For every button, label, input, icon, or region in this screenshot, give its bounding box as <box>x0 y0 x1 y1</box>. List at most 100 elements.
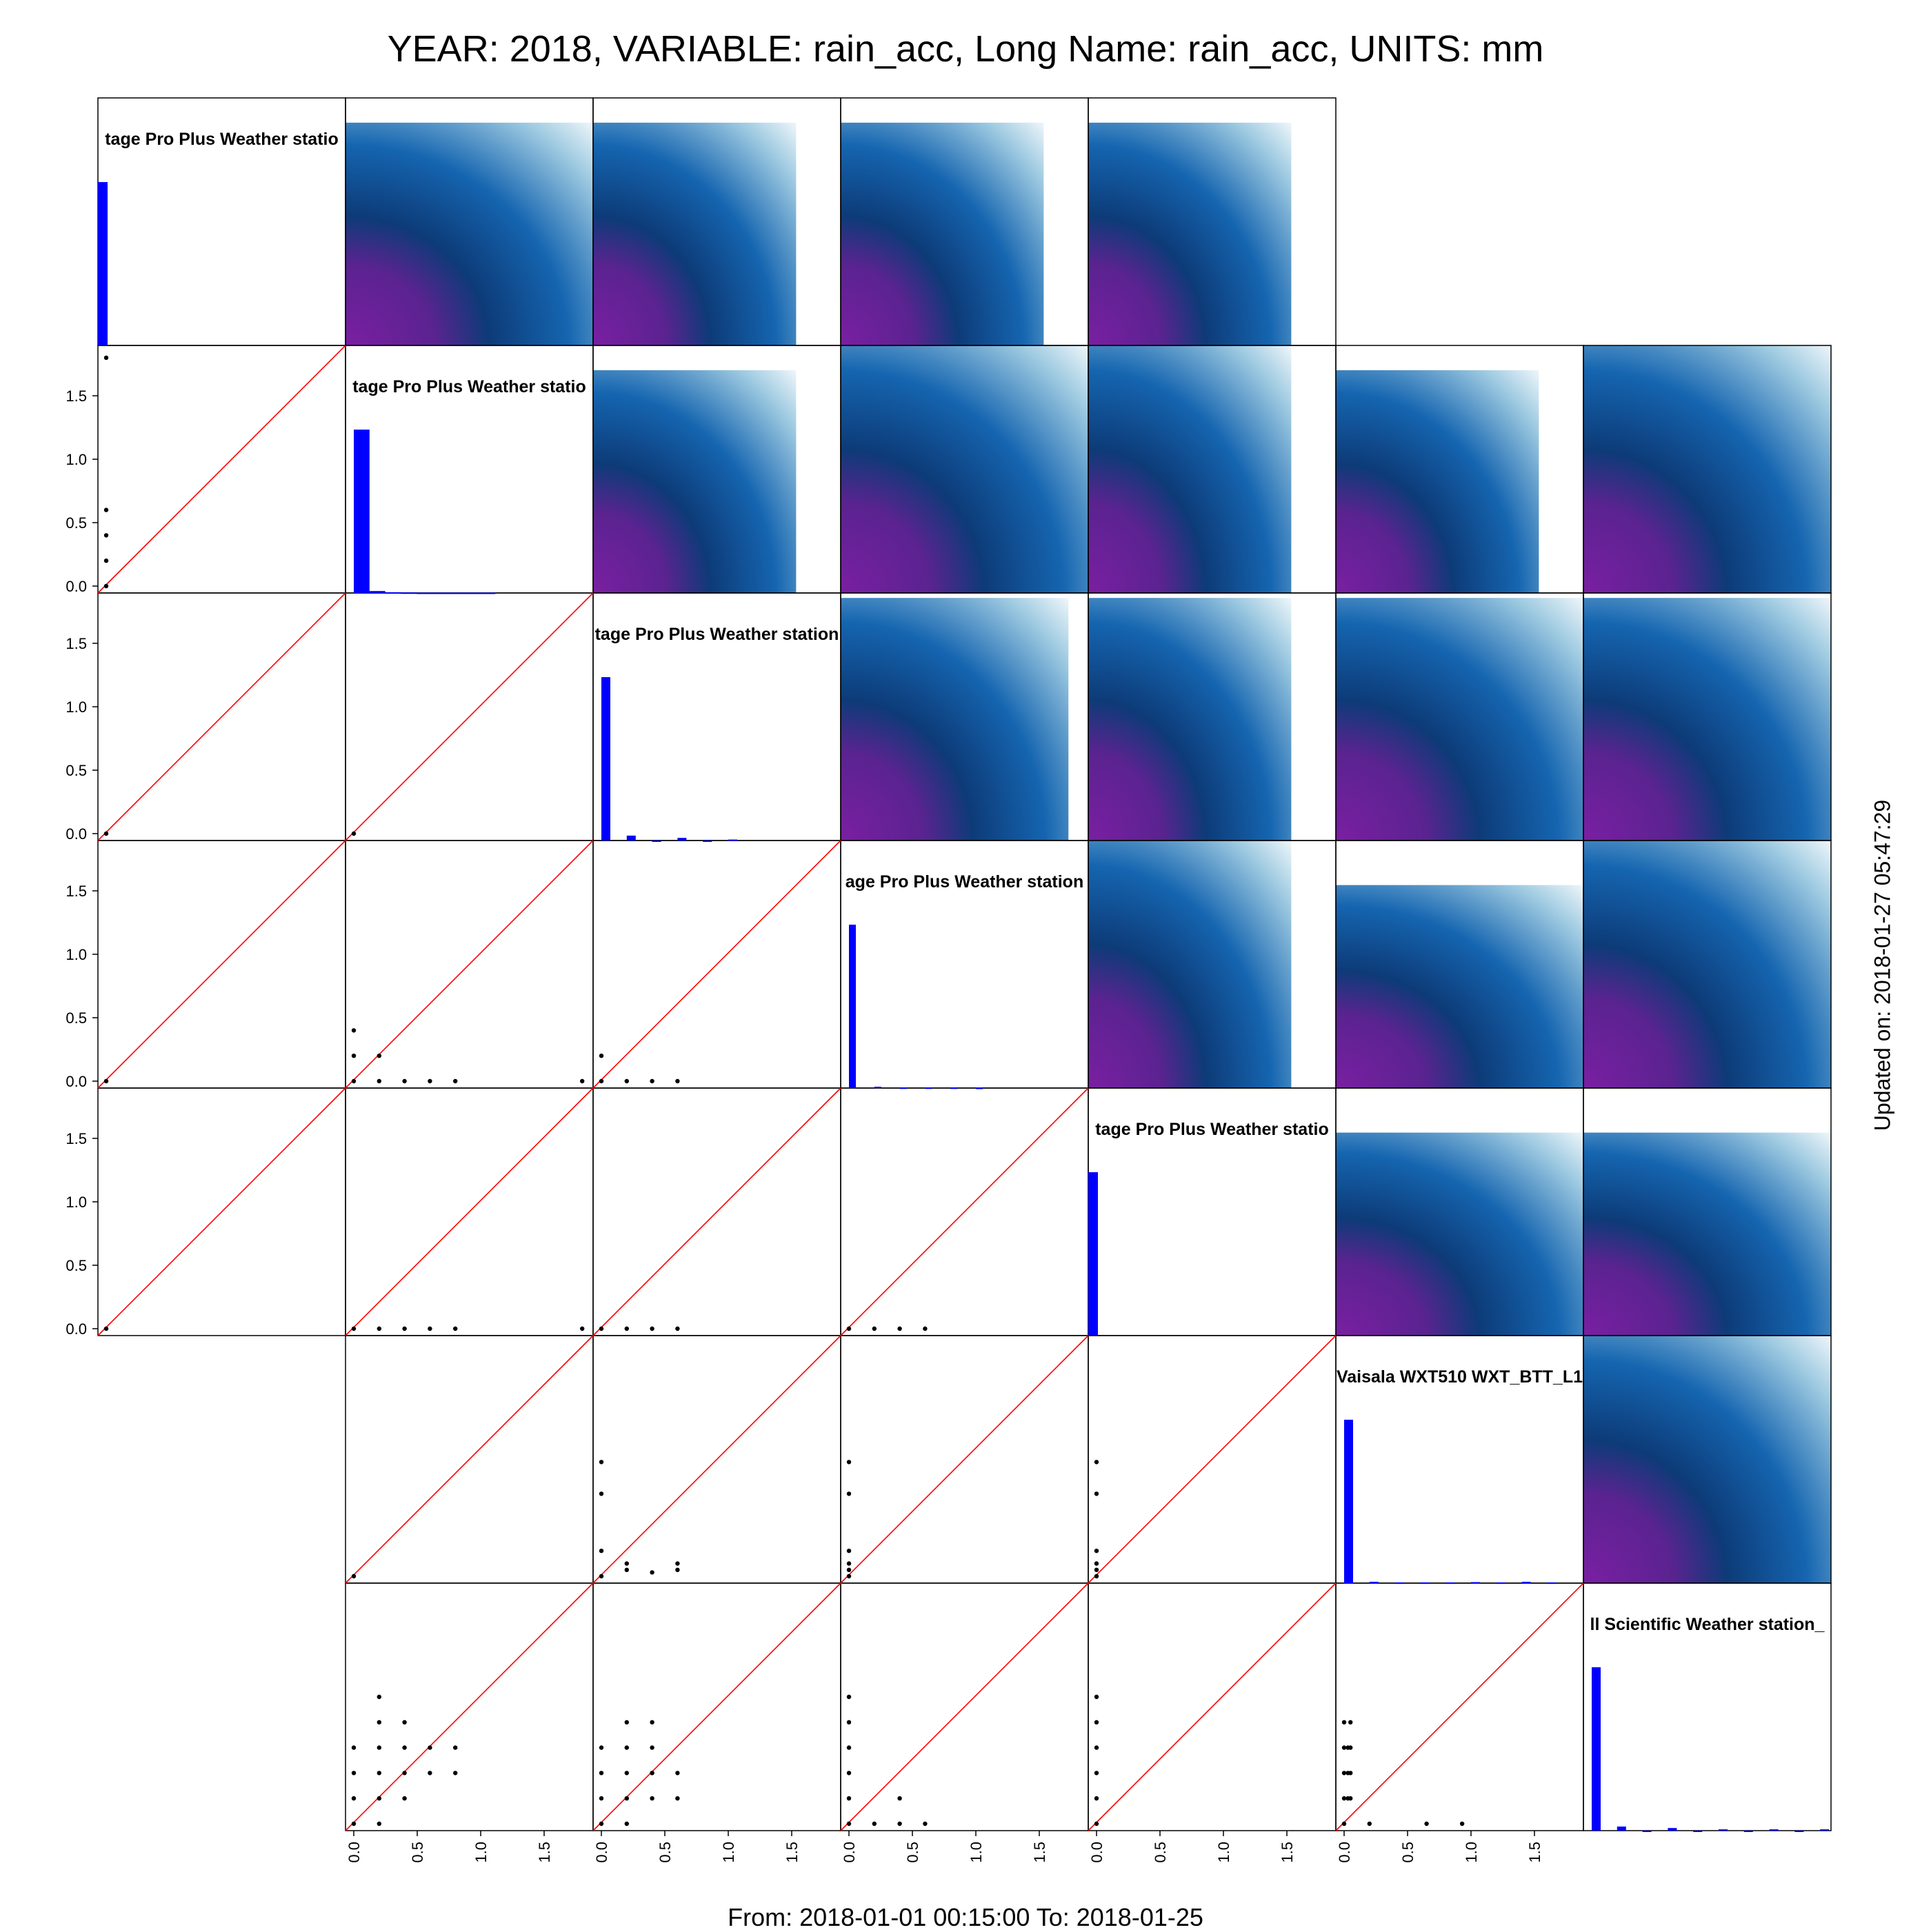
point-6-3-4 <box>846 1720 852 1724</box>
point-6-1-8 <box>377 1720 381 1724</box>
identity-line-5-2 <box>592 1335 841 1584</box>
density-cell-0-2 <box>593 122 797 345</box>
point-5-4-3 <box>1094 1549 1099 1553</box>
diagonal-label-6: ll Scientific Weather station_ <box>1590 1615 1825 1634</box>
x-tick-label-2-0: 0.0 <box>593 1842 610 1863</box>
x-tick-label-1-0: 0.0 <box>346 1842 363 1863</box>
density-cell-4-5 <box>1336 1132 1583 1336</box>
identity-line-4-1 <box>345 1087 594 1336</box>
identity-line-3-0 <box>97 840 346 1089</box>
point-4-2-3 <box>675 1326 680 1331</box>
point-6-1-9 <box>377 1694 381 1700</box>
point-6-1-1 <box>351 1796 357 1801</box>
point-5-4-2 <box>1094 1561 1099 1566</box>
point-6-2-6 <box>624 1771 629 1775</box>
hist-bar-2-5 <box>728 839 737 841</box>
point-5-3-1 <box>846 1567 852 1572</box>
point-6-4-3 <box>1094 1745 1099 1750</box>
hist-bar-3-3 <box>925 1087 932 1089</box>
x-tick-label-5-3: 1.5 <box>1526 1842 1543 1863</box>
point-5-2-2 <box>599 1491 604 1496</box>
point-6-1-7 <box>377 1745 381 1750</box>
point-6-3-5 <box>846 1694 852 1700</box>
hist-bar-4-0 <box>1088 1172 1098 1336</box>
hist-bar-3-5 <box>976 1087 983 1089</box>
x-tick-label-4-0: 0.0 <box>1088 1842 1105 1863</box>
hist-bar-5-1 <box>1369 1582 1379 1584</box>
point-6-3-7 <box>897 1821 902 1827</box>
density-cell-3-4 <box>1088 841 1292 1088</box>
point-1-0-4 <box>103 355 109 360</box>
point-5-2-6 <box>650 1570 654 1575</box>
density-cell-3-6 <box>1583 841 1831 1088</box>
y-tick-label-4-3: 1.5 <box>66 1130 87 1147</box>
diagonal-label-5: Vaisala WXT510 WXT_BTT_L1 <box>1337 1367 1583 1387</box>
hist-bar-1-0 <box>354 430 370 593</box>
y-tick-label-1-0: 0.0 <box>66 578 87 595</box>
point-6-4-2 <box>1094 1771 1099 1775</box>
point-3-1-0 <box>351 1078 357 1084</box>
point-1-0-3 <box>103 507 109 512</box>
point-6-1-15 <box>428 1745 432 1750</box>
diagonal-label-2: tage Pro Plus Weather station <box>595 625 839 644</box>
hist-bar-2-3 <box>677 838 687 841</box>
point-5-2-5 <box>624 1561 629 1566</box>
x-tick-label-3-0: 0.0 <box>841 1842 858 1863</box>
point-3-2-1 <box>599 1054 604 1058</box>
point-6-5-3 <box>1341 1745 1347 1750</box>
point-3-1-4 <box>377 1054 381 1058</box>
point-6-4-4 <box>1094 1720 1099 1724</box>
y-tick-label-1-2: 1.0 <box>66 451 87 468</box>
density-cell-5-6 <box>1583 1336 1831 1583</box>
density-cell-2-6 <box>1583 598 1831 841</box>
hist-bar-3-4 <box>950 1087 958 1089</box>
point-6-3-9 <box>923 1821 928 1827</box>
hist-bar-6-1 <box>1617 1827 1626 1831</box>
density-cell-1-6 <box>1583 345 1831 593</box>
x-tick-label-3-3: 1.5 <box>1031 1842 1048 1863</box>
density-cell-1-2 <box>593 370 797 593</box>
hist-bar-6-0 <box>1592 1667 1601 1831</box>
point-6-3-8 <box>897 1796 902 1801</box>
density-cell-2-5 <box>1336 598 1583 841</box>
identity-line-6-5 <box>1335 1582 1584 1831</box>
point-6-2-2 <box>599 1771 604 1775</box>
density-cell-1-5 <box>1336 370 1539 593</box>
point-6-2-12 <box>650 1720 654 1724</box>
diagonal-label-0: tage Pro Plus Weather statio <box>105 130 339 149</box>
point-3-1-6 <box>428 1078 432 1084</box>
identity-line-2-0 <box>97 592 346 841</box>
point-4-2-1 <box>624 1326 629 1331</box>
identity-line-4-3 <box>840 1087 1089 1336</box>
hist-bar-1-1 <box>369 591 386 593</box>
point-6-2-3 <box>599 1745 604 1750</box>
point-5-2-4 <box>624 1567 629 1572</box>
point-4-2-2 <box>650 1326 654 1331</box>
point-6-3-0 <box>846 1821 852 1827</box>
point-3-1-1 <box>351 1054 357 1058</box>
point-5-2-7 <box>675 1567 680 1572</box>
point-6-1-2 <box>351 1771 357 1775</box>
hist-bar-5-0 <box>1344 1420 1353 1583</box>
hist-bar-2-0 <box>601 677 610 841</box>
x-tick-label-4-1: 0.5 <box>1152 1842 1169 1863</box>
hist-bar-6-4 <box>1693 1831 1703 1832</box>
y-tick-label-4-1: 0.5 <box>66 1257 87 1274</box>
point-5-3-0 <box>846 1573 852 1579</box>
hist-bar-6-7 <box>1769 1829 1779 1831</box>
hist-bar-5-5 <box>1471 1582 1480 1584</box>
point-6-2-7 <box>624 1745 629 1750</box>
identity-line-4-2 <box>592 1087 841 1336</box>
x-tick-label-5-1: 0.5 <box>1399 1842 1417 1863</box>
point-6-2-0 <box>599 1821 604 1827</box>
y-tick-label-2-1: 0.5 <box>66 762 87 779</box>
x-tick-label-2-3: 1.5 <box>783 1842 801 1863</box>
hist-bar-6-9 <box>1820 1829 1830 1831</box>
point-5-3-3 <box>846 1549 852 1553</box>
identity-line-1-0 <box>97 345 346 594</box>
point-1-0-0 <box>103 583 109 589</box>
date-range-label: From: 2018-01-01 00:15:00 To: 2018-01-25 <box>728 1903 1203 1931</box>
hist-bar-1-7 <box>463 592 480 594</box>
hist-bar-6-2 <box>1642 1831 1652 1832</box>
y-tick-label-3-3: 1.5 <box>66 883 87 900</box>
